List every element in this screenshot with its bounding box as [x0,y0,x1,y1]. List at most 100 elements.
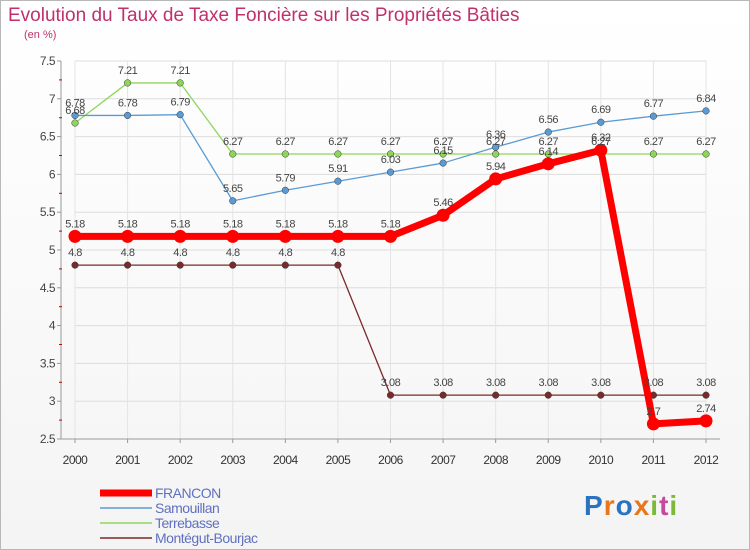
data-label: 3.08 [433,377,453,389]
data-point [281,261,289,269]
x-tick-label: 2008 [483,453,509,467]
data-point [597,391,605,399]
data-label: 4.8 [68,247,82,259]
data-point [68,229,82,243]
data-label: 5.18 [223,218,243,230]
y-tick-label: 3 [49,394,56,408]
logo-letter: o [615,490,634,521]
x-tick-label: 2001 [115,453,141,467]
x-tick-label: 2011 [642,453,667,467]
data-point [229,150,237,158]
data-label: 3.08 [381,377,401,389]
data-label: 5.18 [118,218,138,230]
data-label: 4.8 [173,247,187,259]
data-point [71,119,79,127]
logo-letter: i [669,490,679,521]
data-label: 6.27 [486,136,506,148]
data-label: 5.46 [433,197,453,209]
proxiti-logo: Proxiti [584,490,678,522]
data-point [229,197,237,205]
data-label: 5.18 [381,218,401,230]
data-label: 6.56 [539,114,559,126]
data-label: 7.21 [118,65,138,77]
data-point [594,143,608,157]
data-label: 6.79 [170,97,190,109]
legend-label-francon: FRANCON [155,485,221,501]
logo-letter: t [659,490,670,521]
data-point [436,208,450,222]
data-label: 3.08 [591,377,611,389]
data-point [386,391,395,399]
data-label: 4.8 [226,247,240,259]
data-point [71,261,79,269]
data-point [544,128,552,136]
data-point [702,150,710,158]
data-label: 2.74 [696,403,716,415]
data-label: 5.94 [486,161,506,173]
data-label: 6.27 [696,136,716,148]
data-label: 6.69 [591,104,611,116]
data-point [544,150,552,158]
data-point [386,168,395,176]
data-label: 5.65 [223,183,243,195]
logo-letter: P [584,490,604,521]
x-tick-label: 2012 [694,453,720,467]
data-point [439,391,447,399]
data-label: 6.78 [65,97,85,109]
data-label: 6.27 [433,136,453,148]
data-point [646,417,660,431]
x-tick-label: 2010 [588,453,614,467]
data-point [71,111,79,119]
data-point [278,229,292,243]
data-label: 6.27 [591,136,611,148]
legend-swatch-samouillan [100,507,152,509]
data-label: 5.18 [276,218,296,230]
legend-swatch-terrebasse [100,522,152,524]
data-label: 4.8 [278,247,292,259]
data-point [121,229,135,243]
data-label: 2.7 [647,406,661,418]
y-tick-label: 5.5 [40,205,56,219]
data-label: 6.27 [539,136,559,148]
x-tick-label: 2006 [378,453,404,467]
data-point [281,150,289,158]
data-point [334,177,342,185]
data-label: 6.14 [539,146,559,158]
data-point [492,391,500,399]
y-tick-label: 3.5 [40,356,56,370]
data-label: 4.8 [121,247,135,259]
data-point [176,111,184,119]
x-tick-label: 2007 [431,453,457,467]
data-label: 3.08 [696,377,716,389]
legend-label-terrebasse: Terrebasse [155,515,220,531]
data-label: 6.03 [381,154,401,166]
data-point [489,172,503,186]
x-tick-label: 2004 [273,453,299,467]
logo-letter: r [603,490,616,521]
data-point [176,261,184,269]
y-unit-label: (en %) [24,29,57,41]
data-label: 6.27 [276,136,296,148]
x-tick-label: 2009 [536,453,562,467]
data-label: 5.18 [65,218,85,230]
legend-label-montegut-bourjac: Montégut-Bourjac [155,530,258,546]
data-label: 3.08 [539,377,559,389]
data-point [124,261,132,269]
data-label: 5.91 [328,163,348,175]
x-tick-label: 2005 [326,453,352,467]
y-tick-label: 4.5 [40,281,56,295]
data-label: 3.08 [644,377,664,389]
data-point [176,79,184,87]
data-label: 6.36 [486,129,506,141]
x-tick-label: 2000 [63,453,89,467]
data-label: 5.18 [170,218,190,230]
y-tick-label: 6.5 [40,130,56,144]
logo-letter: i [650,490,660,521]
data-label: 6.27 [223,136,243,148]
data-point [334,150,342,158]
legend-swatch-montegut-bourjac [100,537,152,539]
data-label: 5.18 [328,218,348,230]
data-point [281,186,289,194]
data-point [384,229,397,243]
